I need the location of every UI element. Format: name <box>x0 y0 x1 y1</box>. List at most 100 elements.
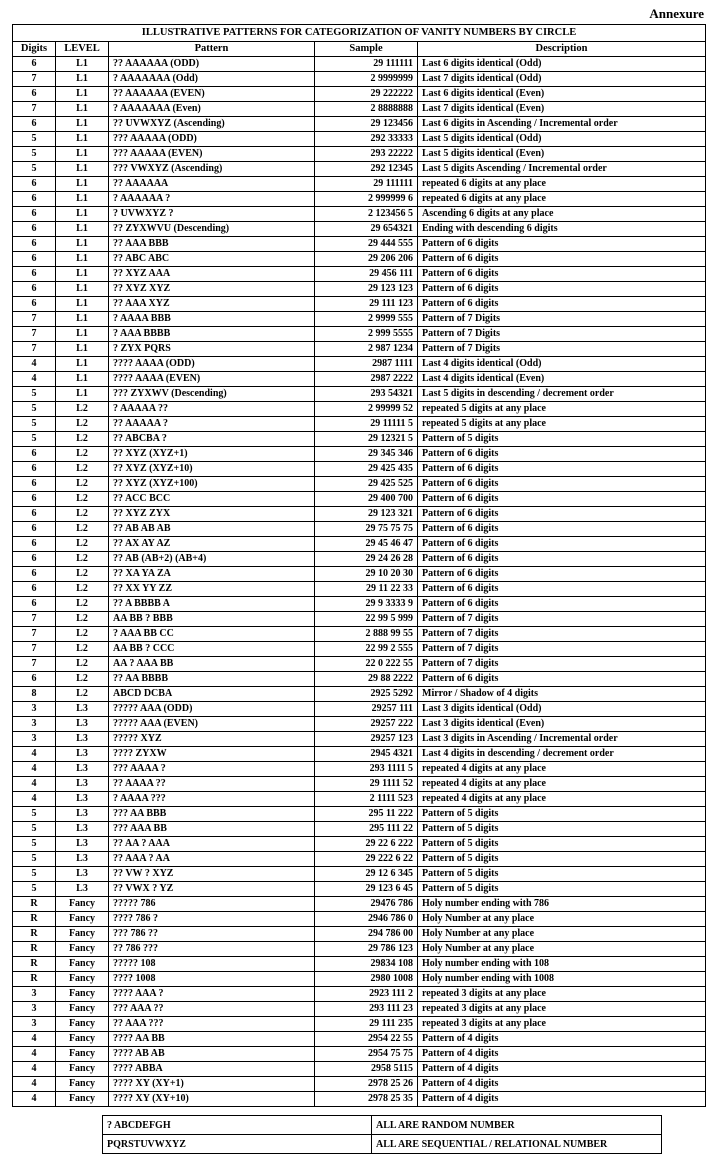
sample-cell: 29 222222 <box>315 87 418 102</box>
table-row: 5L3??? AA BBB295 11 222Pattern of 5 digi… <box>13 807 706 822</box>
table-title: ILLUSTRATIVE PATTERNS FOR CATEGORIZATION… <box>13 25 706 42</box>
table-row: 6L2?? ACC BCC29 400 700Pattern of 6 digi… <box>13 492 706 507</box>
level-cell: L3 <box>56 837 109 852</box>
digits-cell: 4 <box>13 1077 56 1092</box>
description-cell: Pattern of 7 Digits <box>418 327 706 342</box>
digits-cell: 6 <box>13 672 56 687</box>
level-cell: L1 <box>56 222 109 237</box>
pattern-cell: ?? XYZ (XYZ+10) <box>109 462 315 477</box>
sample-cell: 22 0 222 55 <box>315 657 418 672</box>
pattern-cell: ?? XYZ (XYZ+1) <box>109 447 315 462</box>
level-cell: L2 <box>56 552 109 567</box>
digits-cell: 4 <box>13 357 56 372</box>
sample-cell: 29 10 20 30 <box>315 567 418 582</box>
table-row: 3Fancy???? AAA ?2923 111 2repeated 3 dig… <box>13 987 706 1002</box>
description-cell: Last 5 digits in descending / decrement … <box>418 387 706 402</box>
table-row: 6L1?? XYZ AAA29 456 111Pattern of 6 digi… <box>13 267 706 282</box>
pattern-cell: ?? AAAA ?? <box>109 777 315 792</box>
sample-cell: 29257 111 <box>315 702 418 717</box>
pattern-cell: ?? ABCBA ? <box>109 432 315 447</box>
table-row: 4Fancy???? XY (XY+1)2978 25 26Pattern of… <box>13 1077 706 1092</box>
table-row: 5L3?? VW ? XYZ29 12 6 345Pattern of 5 di… <box>13 867 706 882</box>
table-row: 6L2?? XYZ ZYX29 123 321Pattern of 6 digi… <box>13 507 706 522</box>
description-cell: repeated 4 digits at any place <box>418 777 706 792</box>
sample-cell: 29 222 6 22 <box>315 852 418 867</box>
digits-cell: R <box>13 957 56 972</box>
table-row: 5L3?? AAA ? AA29 222 6 22Pattern of 5 di… <box>13 852 706 867</box>
description-cell: repeated 6 digits at any place <box>418 192 706 207</box>
sample-cell: 2 8888888 <box>315 102 418 117</box>
table-row: RFancy??? 786 ??294 786 00Holy Number at… <box>13 927 706 942</box>
description-cell: Pattern of 7 digits <box>418 642 706 657</box>
pattern-cell: ??? AAAAA (EVEN) <box>109 147 315 162</box>
sample-cell: 2978 25 35 <box>315 1092 418 1107</box>
description-cell: Pattern of 6 digits <box>418 672 706 687</box>
digits-cell: 4 <box>13 777 56 792</box>
col-description: Description <box>418 42 706 57</box>
sample-cell: 29 400 700 <box>315 492 418 507</box>
pattern-cell: ?? AA BBBB <box>109 672 315 687</box>
sample-cell: 29 11 22 33 <box>315 582 418 597</box>
description-cell: Pattern of 6 digits <box>418 537 706 552</box>
pattern-cell: ??? ZYXWV (Descending) <box>109 387 315 402</box>
pattern-cell: ???? XY (XY+10) <box>109 1092 315 1107</box>
sample-cell: 29 444 555 <box>315 237 418 252</box>
pattern-cell: AA BB ? BBB <box>109 612 315 627</box>
sample-cell: 293 22222 <box>315 147 418 162</box>
sample-cell: 22 99 5 999 <box>315 612 418 627</box>
pattern-cell: ????? AAA (ODD) <box>109 702 315 717</box>
page-container: { "annexure_label": "Annexure", "title":… <box>0 0 718 1166</box>
pattern-cell: ?? AA ? AAA <box>109 837 315 852</box>
description-cell: Last 6 digits identical (Odd) <box>418 57 706 72</box>
description-cell: Pattern of 7 digits <box>418 657 706 672</box>
digits-cell: 6 <box>13 207 56 222</box>
table-row: 7L1? AAA BBBB2 999 5555Pattern of 7 Digi… <box>13 327 706 342</box>
description-cell: Pattern of 5 digits <box>418 807 706 822</box>
description-cell: Pattern of 7 Digits <box>418 342 706 357</box>
level-cell: L1 <box>56 87 109 102</box>
table-row: 7L2AA ? AAA BB22 0 222 55Pattern of 7 di… <box>13 657 706 672</box>
sample-cell: 22 99 2 555 <box>315 642 418 657</box>
level-cell: L3 <box>56 762 109 777</box>
sample-cell: 2 987 1234 <box>315 342 418 357</box>
digits-cell: 6 <box>13 282 56 297</box>
sample-cell: 293 1111 5 <box>315 762 418 777</box>
digits-cell: 7 <box>13 342 56 357</box>
level-cell: L2 <box>56 537 109 552</box>
digits-cell: 6 <box>13 582 56 597</box>
description-cell: Pattern of 4 digits <box>418 1092 706 1107</box>
description-cell: Pattern of 5 digits <box>418 852 706 867</box>
digits-cell: 4 <box>13 372 56 387</box>
description-cell: Pattern of 7 digits <box>418 612 706 627</box>
level-cell: L2 <box>56 447 109 462</box>
sample-cell: 29 111 235 <box>315 1017 418 1032</box>
sample-cell: 295 111 22 <box>315 822 418 837</box>
sample-cell: 29 111111 <box>315 57 418 72</box>
digits-cell: 3 <box>13 1002 56 1017</box>
level-cell: L1 <box>56 297 109 312</box>
digits-cell: 4 <box>13 1032 56 1047</box>
digits-cell: 6 <box>13 537 56 552</box>
header-row: Digits LEVEL Pattern Sample Description <box>13 42 706 57</box>
table-row: 6L2?? AB (AB+2) (AB+4)29 24 26 28Pattern… <box>13 552 706 567</box>
table-row: 6L2?? A BBBB A29 9 3333 9Pattern of 6 di… <box>13 597 706 612</box>
level-cell: L3 <box>56 822 109 837</box>
level-cell: L2 <box>56 492 109 507</box>
level-cell: L2 <box>56 417 109 432</box>
table-row: 3L3????? XYZ29257 123Last 3 digits in As… <box>13 732 706 747</box>
table-row: 4L1???? AAAA (EVEN)2987 2222Last 4 digit… <box>13 372 706 387</box>
description-cell: Pattern of 4 digits <box>418 1077 706 1092</box>
level-cell: L1 <box>56 237 109 252</box>
table-row: 4L1???? AAAA (ODD)2987 1111Last 4 digits… <box>13 357 706 372</box>
sample-cell: 29 456 111 <box>315 267 418 282</box>
level-cell: L2 <box>56 402 109 417</box>
table-row: 4L3? AAAA ???2 1111 523repeated 4 digits… <box>13 792 706 807</box>
description-cell: Pattern of 7 Digits <box>418 312 706 327</box>
sample-cell: 294 786 00 <box>315 927 418 942</box>
pattern-cell: ?? AAAAA ? <box>109 417 315 432</box>
description-cell: Pattern of 5 digits <box>418 882 706 897</box>
table-row: 5L3??? AAA BB295 111 22Pattern of 5 digi… <box>13 822 706 837</box>
level-cell: L1 <box>56 312 109 327</box>
level-cell: L1 <box>56 162 109 177</box>
description-cell: Pattern of 6 digits <box>418 597 706 612</box>
